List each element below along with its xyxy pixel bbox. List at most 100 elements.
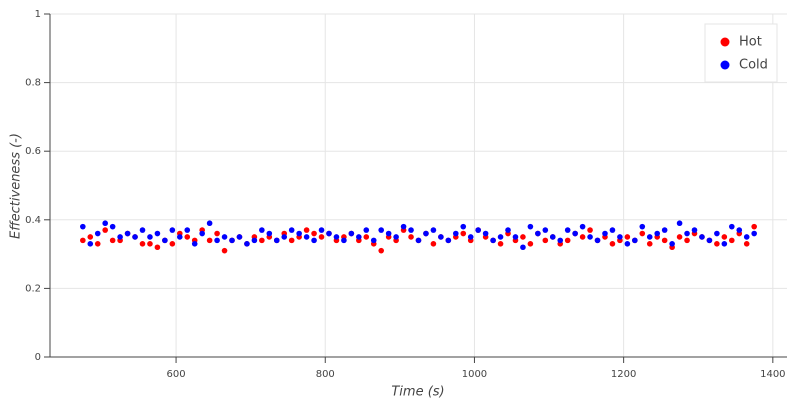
point: [520, 244, 526, 251]
legend: Hot Cold: [704, 23, 778, 83]
point: [430, 241, 437, 247]
point: [549, 234, 556, 240]
grid: [50, 13, 787, 358]
point: [266, 230, 273, 237]
point: [154, 244, 161, 251]
point: [333, 234, 340, 240]
point: [684, 230, 690, 237]
point: [557, 237, 564, 244]
point: [646, 241, 653, 247]
point: [602, 230, 608, 237]
point: [721, 241, 728, 247]
point: [102, 220, 109, 227]
point: [206, 237, 213, 244]
point: [169, 227, 176, 233]
point: [751, 223, 757, 230]
point: [363, 234, 370, 240]
point: [684, 237, 690, 244]
point: [236, 234, 243, 240]
point: [400, 223, 407, 230]
y-axis-title: Effectiveness (-): [9, 133, 24, 239]
point: [669, 241, 675, 247]
point: [259, 227, 265, 233]
point: [609, 227, 616, 233]
point: [206, 220, 213, 227]
point: [109, 223, 116, 230]
point: [184, 234, 191, 240]
y-tick-label: 0.4: [25, 215, 41, 226]
point: [251, 237, 258, 244]
point: [639, 223, 646, 230]
point: [288, 237, 295, 244]
legend-box: [704, 23, 778, 83]
legend-label: Hot: [739, 35, 762, 50]
point: [94, 241, 101, 247]
point: [617, 234, 623, 240]
point: [408, 227, 414, 233]
x-tick-label: 1200: [611, 369, 636, 380]
point: [445, 237, 452, 244]
point: [728, 223, 735, 230]
point: [303, 227, 310, 233]
point: [259, 237, 265, 244]
point: [743, 241, 750, 247]
point: [497, 241, 504, 247]
point: [318, 234, 325, 240]
point: [475, 227, 481, 233]
y-tick-label: 0.8: [25, 78, 41, 89]
point: [527, 241, 534, 247]
point: [415, 237, 422, 244]
point: [273, 237, 280, 244]
point: [490, 237, 496, 244]
point: [520, 234, 526, 240]
point: [587, 234, 593, 240]
point: [162, 237, 168, 244]
point: [326, 230, 332, 237]
point: [564, 227, 571, 233]
point: [370, 237, 377, 244]
point: [80, 223, 86, 230]
point: [438, 234, 444, 240]
y-tick-label: 0: [35, 352, 41, 363]
point: [109, 237, 116, 244]
point: [467, 234, 474, 240]
point: [624, 241, 631, 247]
point: [460, 223, 467, 230]
point: [229, 237, 235, 244]
legend-marker: [720, 37, 730, 47]
legend-label: Cold: [739, 58, 768, 73]
point: [721, 234, 728, 240]
point: [124, 230, 131, 237]
point: [535, 230, 541, 237]
point: [691, 227, 698, 233]
point: [460, 230, 467, 237]
point: [527, 223, 534, 230]
point: [139, 241, 146, 247]
point: [87, 241, 94, 247]
point: [408, 234, 414, 240]
legend-marker: [720, 60, 730, 70]
point: [639, 230, 646, 237]
point: [393, 234, 399, 240]
point: [94, 230, 101, 237]
point: [714, 230, 720, 237]
point: [609, 241, 616, 247]
point: [378, 247, 385, 254]
point: [572, 230, 578, 237]
point: [80, 237, 86, 244]
point: [214, 237, 220, 244]
y-tick-label: 1: [35, 9, 41, 20]
point: [430, 227, 437, 233]
point: [661, 227, 668, 233]
x-axis-title: Time (s): [391, 385, 444, 400]
point: [147, 241, 153, 247]
point: [542, 227, 549, 233]
point: [318, 227, 325, 233]
point: [452, 230, 459, 237]
point: [184, 227, 191, 233]
point: [221, 247, 228, 254]
point: [676, 234, 683, 240]
point: [356, 234, 362, 240]
point: [176, 234, 183, 240]
point: [505, 227, 511, 233]
